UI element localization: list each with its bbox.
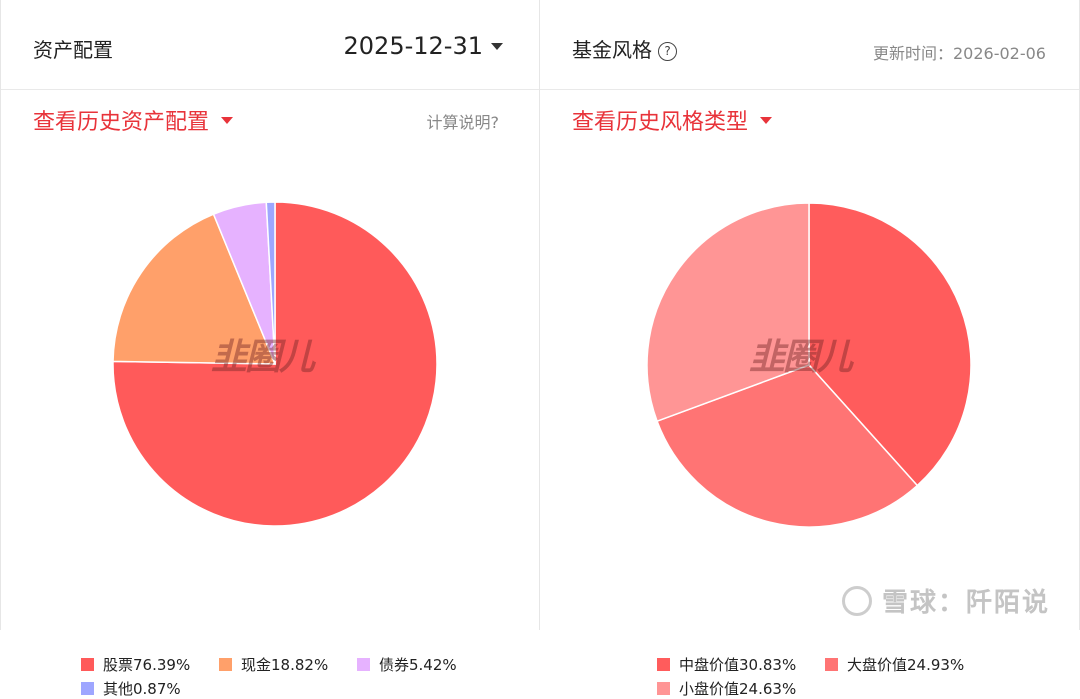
xueqiu-watermark: 雪球：阡陌说: [841, 582, 1050, 619]
caret-down-icon: [491, 42, 503, 50]
asset-pie-chart: [112, 201, 438, 527]
asset-legend-label: 现金18.82%: [241, 656, 329, 674]
help-icon[interactable]: ?: [658, 42, 677, 61]
asset-legend-label: 股票76.39%: [103, 656, 191, 674]
style-legend-swatch: [825, 658, 838, 671]
style-history-label: 查看历史风格类型: [572, 110, 749, 135]
asset-slice-1[interactable]: [112, 213, 277, 365]
asset-allocation-panel: 资产配置 2025-12-31 查看历史资产配置 计算说明? 韭圈儿 股票76.…: [0, 0, 540, 698]
caret-down-icon: [760, 116, 773, 124]
style-legend-label: 大盘价值24.93%: [847, 656, 965, 674]
style-legend-swatch: [657, 682, 670, 695]
style-legend-item-2[interactable]: 小盘价值24.63%: [657, 678, 796, 699]
asset-history-label: 查看历史资产配置: [33, 110, 210, 135]
style-legend-label: 小盘价值24.63%: [679, 680, 797, 698]
asset-legend-item-1[interactable]: 现金18.82%: [219, 654, 328, 675]
xueqiu-watermark-text: 雪球：阡陌说: [881, 588, 1050, 618]
style-legend-swatch: [657, 658, 670, 671]
asset-title: 资产配置: [33, 38, 113, 62]
calculation-note-link[interactable]: 计算说明?: [426, 113, 500, 132]
style-slice-0[interactable]: [808, 202, 972, 487]
caret-down-icon: [221, 116, 234, 124]
asset-legend-swatch: [81, 682, 94, 695]
asset-legend-item-0[interactable]: 股票76.39%: [81, 654, 190, 675]
style-legend-item-1[interactable]: 大盘价值24.93%: [825, 654, 964, 675]
style-slice-1[interactable]: [656, 364, 919, 528]
asset-legend-label: 其他0.87%: [103, 680, 181, 698]
asset-legend-swatch: [357, 658, 370, 671]
style-slice-2[interactable]: [646, 202, 810, 423]
xueqiu-logo-icon: [841, 585, 872, 616]
asset-legend-item-2[interactable]: 债券5.42%: [357, 654, 457, 675]
asset-legend-label: 债券5.42%: [379, 656, 457, 674]
fund-style-panel: 基金风格? 更新时间：2026-02-06 查看历史风格类型 韭圈儿 中盘价值3…: [540, 0, 1080, 698]
jiuquan-watermark: 韭圈儿: [748, 337, 853, 378]
asset-legend-item-3[interactable]: 其他0.87%: [81, 678, 181, 699]
jiuquan-watermark: 韭圈儿: [210, 337, 315, 378]
asset-history-dropdown[interactable]: 查看历史资产配置: [33, 104, 234, 136]
asset-slice-0[interactable]: [112, 201, 438, 527]
asset-header: 资产配置 2025-12-31: [1, 0, 539, 90]
date-value: 2025-12-31: [343, 32, 483, 60]
asset-legend-swatch: [81, 658, 94, 671]
style-legend-label: 中盘价值30.83%: [679, 656, 797, 674]
updated-time: 更新时间：2026-02-06: [873, 44, 1046, 63]
style-pie-chart: [646, 202, 972, 528]
style-title: 基金风格: [572, 38, 652, 62]
asset-legend-swatch: [219, 658, 232, 671]
date-selector[interactable]: 2025-12-31: [344, 32, 503, 60]
asset-slice-3[interactable]: [265, 201, 276, 365]
style-history-dropdown[interactable]: 查看历史风格类型: [572, 104, 773, 136]
style-header: 基金风格? 更新时间：2026-02-06: [540, 0, 1079, 90]
style-legend-item-0[interactable]: 中盘价值30.83%: [657, 654, 796, 675]
style-title-wrap: 基金风格?: [572, 34, 677, 63]
